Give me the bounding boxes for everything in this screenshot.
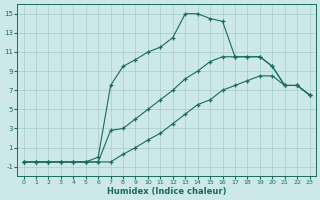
X-axis label: Humidex (Indice chaleur): Humidex (Indice chaleur) [107,187,226,196]
